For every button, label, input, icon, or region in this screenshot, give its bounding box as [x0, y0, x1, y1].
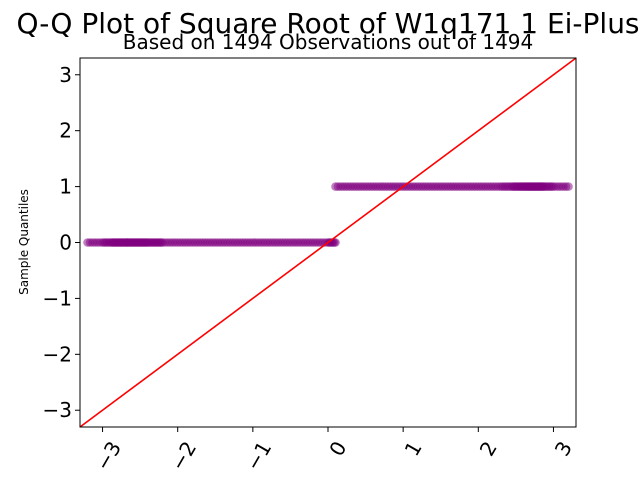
y-tick-label: −3 — [43, 398, 72, 422]
x-tick-label: 2 — [475, 437, 502, 460]
x-tick-label: −3 — [91, 437, 127, 475]
y-tick-label: 2 — [59, 119, 72, 143]
data-point — [564, 182, 573, 191]
y-tick-label: 1 — [59, 175, 72, 199]
y-tick-label: −2 — [43, 342, 72, 366]
y-tick-label: 3 — [59, 63, 72, 87]
chart-subtitle: Based on 1494 Observations out of 1494 — [123, 30, 534, 54]
data-point — [331, 238, 340, 247]
y-axis-label: Sample Quantiles — [17, 189, 31, 295]
x-tick-label: 0 — [324, 437, 351, 460]
x-tick-label: 1 — [399, 437, 426, 460]
scatter-points — [83, 182, 573, 247]
y-tick-label: 0 — [59, 231, 72, 255]
y-axis-ticks: −3 −2 −1 0 1 2 3 — [43, 63, 80, 422]
x-axis-ticks: −3 −2 −1 0 1 2 3 — [91, 427, 577, 475]
reference-line-group — [79, 57, 577, 428]
x-tick-label: −2 — [166, 437, 202, 475]
reference-line — [79, 57, 577, 428]
x-tick-label: 3 — [550, 437, 577, 460]
y-tick-label: −1 — [43, 286, 72, 310]
x-tick-label: −1 — [241, 437, 277, 475]
chart-title: Q-Q Plot of Square Root of W1q171 1 Ei-P… — [16, 7, 639, 40]
